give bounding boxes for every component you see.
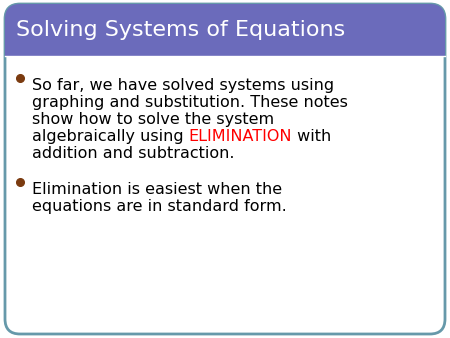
Text: with: with [292, 129, 332, 144]
Text: Elimination is easiest when the: Elimination is easiest when the [32, 182, 282, 197]
FancyBboxPatch shape [5, 4, 445, 56]
Text: ELIMINATION: ELIMINATION [189, 129, 292, 144]
Text: show how to solve the system: show how to solve the system [32, 112, 274, 127]
Text: equations are in standard form.: equations are in standard form. [32, 199, 287, 214]
Text: Solving Systems of Equations: Solving Systems of Equations [16, 20, 345, 40]
Text: graphing and substitution. These notes: graphing and substitution. These notes [32, 95, 348, 110]
Text: algebraically using: algebraically using [32, 129, 189, 144]
FancyBboxPatch shape [5, 4, 445, 334]
Text: So far, we have solved systems using: So far, we have solved systems using [32, 78, 334, 93]
Text: addition and subtraction.: addition and subtraction. [32, 146, 234, 161]
Bar [5, 41, 445, 56]
